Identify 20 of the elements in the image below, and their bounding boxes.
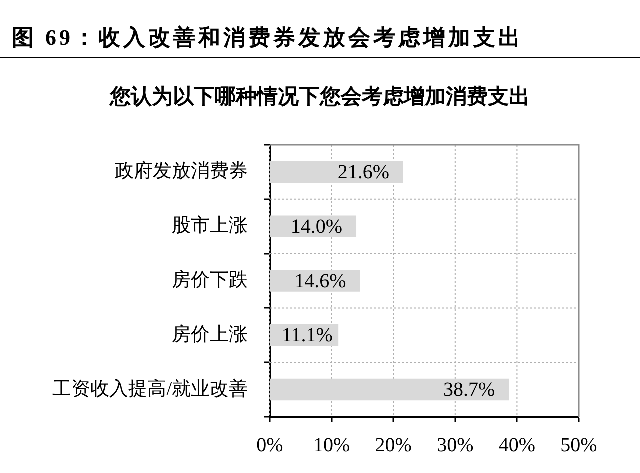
y-tick-label: 工资收入提高/就业改善: [52, 378, 248, 400]
y-tick-label: 房价下跌: [172, 268, 248, 291]
y-tick-label: 股市上涨: [172, 214, 248, 237]
data-label: 11.1%: [282, 324, 333, 347]
data-label: 21.6%: [338, 161, 390, 184]
x-tick-label: 20%: [375, 434, 412, 456]
y-tick-label: 房价上涨: [172, 323, 248, 346]
chart-subtitle: 您认为以下哪种情况下您会考虑增加消费支出: [109, 84, 530, 108]
data-label: 38.7%: [444, 379, 496, 402]
x-tick-label: 30%: [437, 434, 474, 456]
data-label: 14.6%: [294, 270, 346, 292]
bar: [270, 378, 510, 401]
bar: [270, 161, 404, 184]
y-tick-label: 政府发放消费券: [115, 160, 248, 182]
x-tick-label: 50%: [560, 434, 598, 456]
x-tick-label: 10%: [313, 434, 350, 456]
x-tick-label: 0%: [256, 434, 284, 456]
data-label: 14.0%: [290, 216, 343, 238]
chart-title: 图 69：收入改善和消费券发放会考虑增加支出: [0, 18, 640, 58]
x-tick-label: 40%: [498, 434, 536, 456]
